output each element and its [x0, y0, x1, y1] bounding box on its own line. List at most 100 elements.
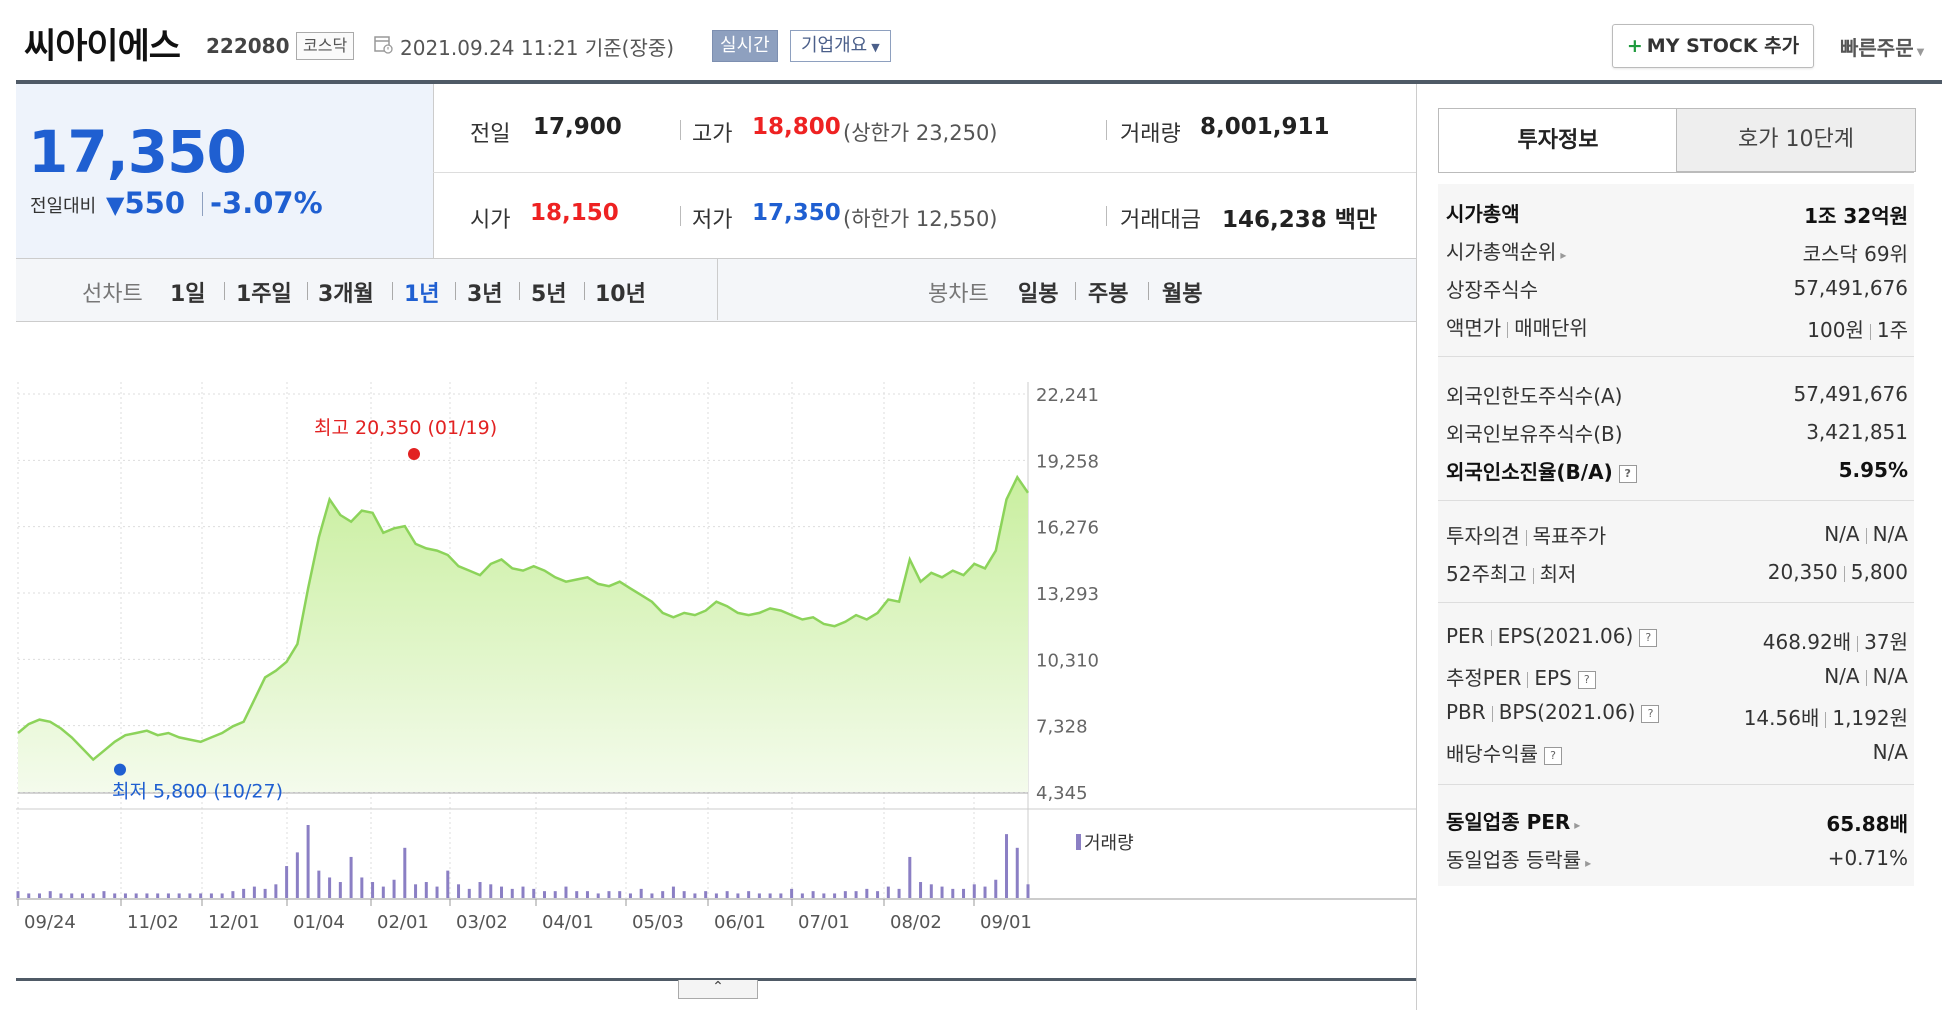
divider	[1825, 711, 1827, 728]
par-unit-label: 액면가 매매단위	[1446, 312, 1588, 341]
quick-order-button[interactable]: 빠른주문 ▼	[1840, 32, 1924, 61]
candle-daily[interactable]: 일봉	[1018, 282, 1059, 307]
target-value: N/A	[1872, 522, 1908, 546]
lower-limit: (하한가 12,550)	[843, 207, 998, 231]
sector-change-value: +0.71%	[1827, 846, 1908, 870]
foreign-ratio-text: 외국인소진율(B/A)	[1446, 460, 1613, 484]
x-tick-label: 09/24	[24, 912, 76, 933]
add-mystock-button[interactable]: + MY STOCK 추가	[1612, 24, 1814, 68]
eps-label: EPS(2021.06)	[1497, 624, 1634, 648]
volume-bar	[811, 891, 815, 898]
price-chart[interactable]: 22,241 19,258 16,276 13,293 10,310 7,328 4,345…	[16, 320, 1416, 970]
period-1d[interactable]: 1일	[170, 282, 206, 307]
volume-bar	[177, 893, 181, 898]
volume-label: 거래량	[1120, 122, 1181, 147]
panel-divider	[1416, 84, 1417, 1010]
volume-bar	[242, 888, 246, 898]
help-icon[interactable]: ?	[1639, 628, 1658, 647]
volume-bar	[714, 893, 718, 898]
period-3y[interactable]: 3년	[467, 282, 503, 307]
volume-bar	[166, 893, 170, 898]
price-line[interactable]	[17, 474, 1030, 762]
market-badge: 코스닥	[296, 32, 355, 60]
w52-high-value: 20,350	[1767, 560, 1838, 584]
volume-bar	[553, 891, 557, 898]
divider	[519, 282, 520, 300]
x-tick-label: 07/01	[798, 912, 850, 933]
volume-bar	[639, 888, 643, 898]
per-label: PER	[1446, 624, 1485, 648]
w52-low-label: 최저	[1539, 562, 1577, 586]
divider	[1148, 282, 1149, 300]
realtime-button[interactable]: 실시간	[712, 30, 778, 62]
period-5y[interactable]: 5년	[531, 282, 567, 307]
period-3m[interactable]: 3개월	[318, 282, 374, 307]
collapse-button[interactable]: ⌃	[678, 980, 758, 999]
listed-shares-value: 57,491,676	[1793, 276, 1908, 300]
open-label: 시가	[470, 208, 511, 233]
high-annotation: 최고 20,350 (01/19)	[314, 417, 497, 439]
volume-bar	[607, 891, 611, 898]
help-icon[interactable]: ?	[1618, 464, 1637, 483]
candle-monthly[interactable]: 월봉	[1162, 282, 1203, 307]
volume-bar	[532, 888, 536, 898]
sector-change-label[interactable]: 동일업종 등락률 ▸	[1446, 844, 1591, 873]
low-annotation: 최저 5,800 (10/27)	[112, 781, 283, 803]
company-overview-dropdown[interactable]: 기업개요 ▼	[790, 30, 891, 62]
volume-bar	[457, 884, 461, 898]
volume-bar	[876, 891, 880, 898]
period-1y[interactable]: 1년	[404, 282, 440, 307]
volume-value: 8,001,911	[1200, 114, 1330, 140]
x-tick-label: 11/02	[127, 912, 179, 933]
volume-bar	[704, 891, 708, 898]
help-icon[interactable]: ?	[1544, 746, 1562, 765]
sector-per-text: 동일업종 PER	[1446, 810, 1571, 834]
help-icon[interactable]: ?	[1577, 670, 1596, 689]
market-cap-label: 시가총액	[1446, 202, 1520, 226]
dividend-label: 배당수익률?	[1446, 738, 1562, 767]
opinion-value: N/A	[1824, 522, 1860, 546]
volume-bar	[521, 886, 525, 898]
low-marker	[114, 763, 126, 776]
volume-bar	[564, 886, 568, 898]
volume-bar	[145, 893, 149, 898]
info-panel	[1438, 184, 1914, 886]
volume-bar	[467, 888, 471, 898]
pbr-value: 14.56배	[1743, 706, 1820, 730]
period-10y[interactable]: 10년	[595, 282, 646, 307]
volume-bar	[833, 893, 837, 898]
volume-bar	[489, 884, 493, 898]
candle-weekly[interactable]: 주봉	[1088, 282, 1129, 307]
tab-invest-info[interactable]: 투자정보	[1438, 108, 1678, 173]
volume-bar	[414, 884, 418, 898]
volume-bar	[854, 891, 858, 898]
w52-label: 52주최고 최저	[1446, 558, 1576, 587]
market-cap-value: 1조 32억원	[1804, 204, 1908, 228]
divider	[392, 282, 393, 300]
volume-bar	[231, 891, 235, 898]
divider	[680, 120, 681, 140]
period-1w[interactable]: 1주일	[236, 282, 292, 307]
price-area	[18, 477, 1028, 792]
tab-quote-10[interactable]: 호가 10단계	[1676, 108, 1916, 172]
sector-change-text: 동일업종 등락률	[1446, 848, 1582, 872]
market-cap-rank-text: 시가총액순위	[1446, 240, 1557, 264]
volume-bar	[123, 893, 127, 898]
target-label: 목표주가	[1532, 524, 1607, 548]
volume-bar	[800, 893, 804, 898]
market-cap-rank-label[interactable]: 시가총액순위 ▸	[1446, 236, 1566, 265]
divider	[1490, 629, 1492, 646]
side-top-border	[1420, 80, 1942, 84]
candle-chart-label: 봉차트	[928, 282, 989, 307]
sector-per-label[interactable]: 동일업종 PER ▸	[1446, 806, 1580, 835]
volume-bar	[349, 856, 353, 898]
volume-bar	[843, 891, 847, 898]
par-unit-value: 100원 1주	[1807, 314, 1908, 343]
company-overview-label: 기업개요	[801, 35, 868, 56]
stock-name: 씨아이에스	[24, 27, 181, 67]
x-tick-label: 02/01	[377, 912, 429, 933]
help-icon[interactable]: ?	[1641, 704, 1660, 723]
sector-per-value: 65.88배	[1826, 812, 1908, 836]
quote-datetime: 2021.09.24 11:21 기준(장중)	[400, 36, 675, 60]
x-tick-label: 09/01	[980, 912, 1032, 933]
